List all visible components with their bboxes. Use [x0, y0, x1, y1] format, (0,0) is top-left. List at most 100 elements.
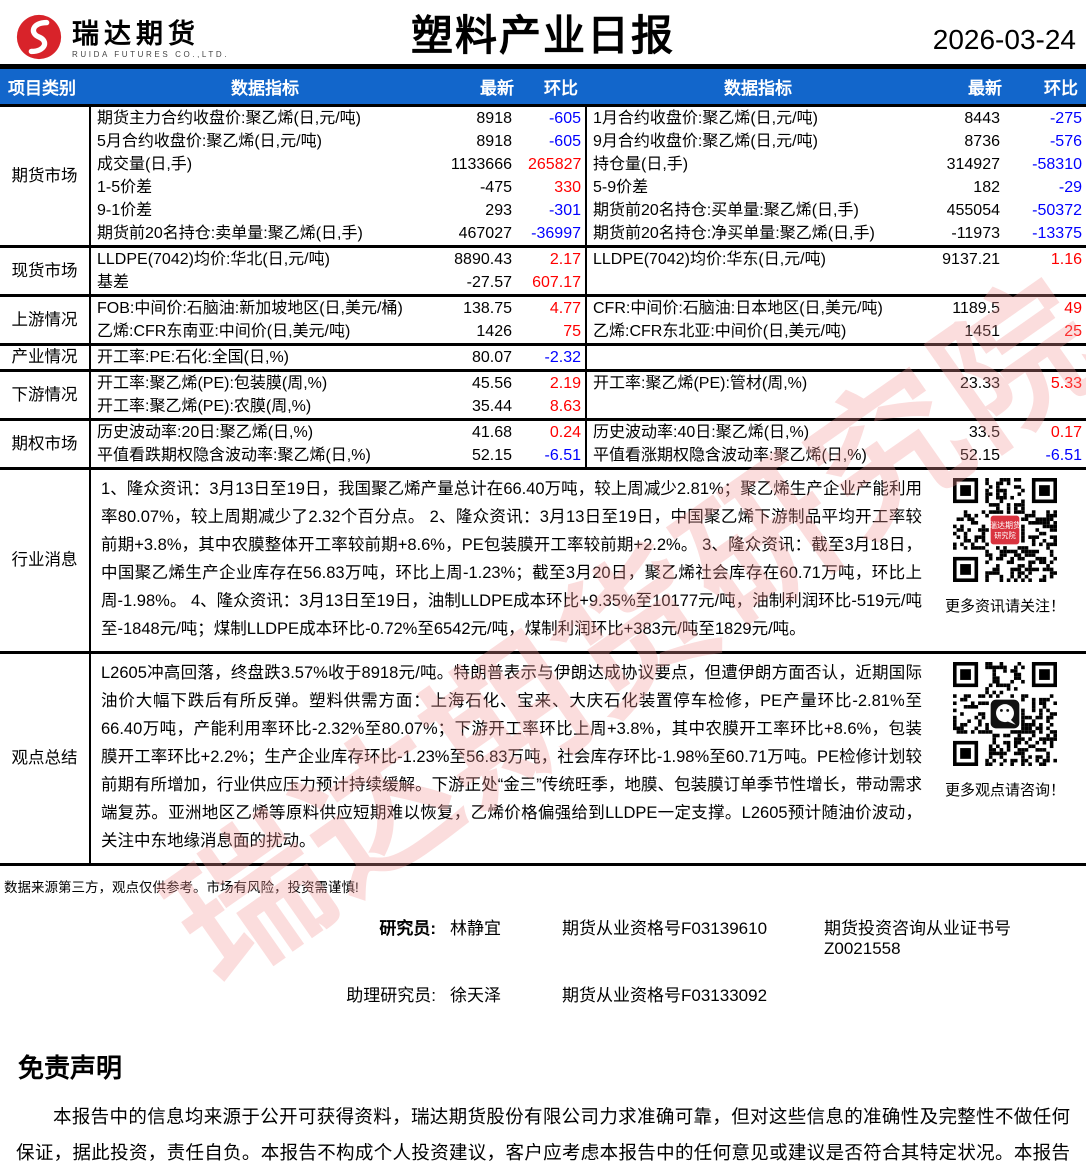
latest-value: -475	[479, 179, 512, 196]
indicator-label: 历史波动率:20日:聚乙烯(日,%)	[90, 418, 440, 444]
change-value: -605	[522, 104, 587, 130]
indicator-label: FOB:中间价:石脑油:新加坡地区(日,美元/桶)	[90, 294, 440, 320]
column-header-latest: 最新	[440, 69, 522, 106]
indicator-label: 9-1价差	[97, 202, 153, 219]
change-value: 75	[522, 320, 587, 345]
latest-value: 138.75	[440, 294, 522, 320]
qr-code-opinion	[953, 662, 1057, 766]
indicator-label: 5月合约收盘价:聚乙烯(日,元/吨)	[97, 133, 322, 150]
change-value: -605	[522, 130, 587, 153]
indicator-label: 1月合约收盘价:聚乙烯(日,元/吨)	[586, 104, 930, 130]
latest-value: 1133666	[450, 156, 512, 173]
column-header-indicator: 数据指标	[90, 69, 440, 106]
researcher-role: 助理研究员:	[346, 986, 436, 1005]
svg-text:研究院: 研究院	[994, 531, 1015, 540]
latest-value: 45.56	[440, 369, 522, 395]
researchers-block: 研究员: 林静宜 期货从业资格号F03139610 期货投资咨询从业证书号Z00215…	[332, 914, 1066, 1006]
table-row: 基差 -27.57 607.17	[0, 271, 1086, 296]
change-value: -58310	[1032, 156, 1082, 173]
category-label: 现货市场	[0, 245, 91, 296]
disclaimer-text: 本报告中的信息均来源于公开可获得资料，瑞达期货股份有限公司力求准确可靠，但对这些…	[16, 1106, 1070, 1163]
category-label: 行业消息	[0, 467, 91, 653]
latest-value: 8918	[440, 104, 522, 130]
latest-value: 8736	[964, 133, 1000, 150]
indicator-label: 成交量(日,手)	[97, 156, 193, 173]
qr-code-news: 瑞达期货研究院	[953, 478, 1057, 582]
table-row: 期货前20名持仓:卖单量:聚乙烯(日,手) 467027 -36997 期货前20名持…	[0, 222, 1086, 247]
page-title: 塑料产业日报	[410, 12, 676, 59]
data-table: 项目类别 数据指标 最新 环比 数据指标 最新 环比 期货市场 期货主力合约收盘价…	[0, 69, 1086, 866]
table-row: 上游情况 FOB:中间价:石脑油:新加坡地区(日,美元/桶) 138.75 4.77 C…	[0, 294, 1086, 345]
researcher-cert2: 期货投资咨询从业证书号Z0021558	[824, 919, 1011, 958]
latest-value	[930, 271, 1010, 296]
qr-caption: 更多资讯请关注！	[944, 598, 1065, 615]
latest-value: 9137.21	[930, 245, 1010, 271]
note-text: 1、隆众资讯：3月13日至19日，我国聚乙烯产量总计在66.40万吨，较上周减少…	[101, 480, 922, 638]
category-label: 下游情况	[0, 369, 91, 420]
table-row: 现货市场 LLDPE(7042)均价:华北(日,元/吨) 8890.43 2.17 LL…	[0, 245, 1086, 296]
latest-value: 23.33	[930, 369, 1010, 395]
change-value: 4.77	[522, 294, 587, 320]
change-value	[1010, 271, 1086, 296]
indicator-label: 期货前20名持仓:净买单量:聚乙烯(日,手)	[593, 225, 875, 242]
category-label: 期权市场	[0, 418, 91, 469]
change-value: 265827	[522, 153, 587, 176]
change-value: 8.63	[522, 395, 587, 420]
indicator-label: 期货前20名持仓:买单量:聚乙烯(日,手)	[593, 202, 859, 219]
table-row: 期货市场 期货主力合约收盘价:聚乙烯(日,元/吨) 8918 -605 1月合约收盘价:…	[0, 104, 1086, 247]
indicator-label: 平值看涨期权隐含波动率:聚乙烯(日,%)	[593, 447, 867, 464]
latest-value: 80.07	[440, 343, 522, 371]
latest-value: 52.15	[959, 447, 1000, 464]
table-row: 开工率:聚乙烯(PE):农膜(周,%) 35.44 8.63	[0, 395, 1086, 420]
change-value: 1.16	[1010, 245, 1086, 271]
change-value: -2.32	[522, 343, 587, 371]
latest-value: 8918	[476, 133, 512, 150]
indicator-label: 期货前20名持仓:卖单量:聚乙烯(日,手)	[97, 225, 363, 242]
table-row: 5月合约收盘价:聚乙烯(日,元/吨) 8918 -605 9月合约收盘价:聚乙烯(日,…	[0, 130, 1086, 153]
table-row: 观点总结 L2605冲高回落，终盘跌3.57%收于8918元/吨。特朗普表示与伊朗…	[0, 651, 1086, 865]
latest-value: -11973	[951, 225, 1000, 242]
category-label: 期货市场	[0, 104, 91, 247]
indicator-label: 平值看跌期权隐含波动率:聚乙烯(日,%)	[97, 447, 371, 464]
qr-caption: 更多观点请咨询！	[944, 782, 1065, 799]
researcher-cert: 期货从业资格号F03139610	[562, 919, 768, 938]
table-row: 期权市场 历史波动率:20日:聚乙烯(日,%) 41.68 0.24 历史波动率:40日…	[0, 418, 1086, 469]
indicator-label: 9月合约收盘价:聚乙烯(日,元/吨)	[593, 133, 818, 150]
researcher-cert: 期货从业资格号F03133092	[562, 986, 768, 1005]
latest-value: 8443	[930, 104, 1010, 130]
indicator-label: 基差	[97, 274, 130, 291]
latest-value: 52.15	[471, 447, 512, 464]
report-date: 2026-03-24	[932, 24, 1076, 55]
report-header: 瑞达期货 RUIDA FUTURES CO.,LTD. 塑料产业日报 2026-…	[0, 0, 1086, 64]
table-row: 成交量(日,手) 1133666 265827 持仓量(日,手) 314927 -5831…	[0, 153, 1086, 176]
change-value: 607.17	[522, 271, 587, 296]
note-cell: 1、隆众资讯：3月13日至19日，我国聚乙烯产量总计在66.40万吨，较上周减少…	[90, 467, 1086, 653]
svg-text:瑞达期货: 瑞达期货	[989, 520, 1021, 530]
category-label: 产业情况	[0, 343, 91, 371]
table-row: 下游情况 开工率:聚乙烯(PE):包装膜(周,%) 45.56 2.19 开工率:聚乙烯…	[0, 369, 1086, 420]
column-header-category: 项目类别	[0, 69, 90, 106]
indicator-label: LLDPE(7042)均价:华东(日,元/吨)	[586, 245, 930, 271]
change-value: -6.51	[522, 444, 587, 469]
company-name-en: RUIDA FUTURES CO.,LTD.	[72, 50, 230, 59]
category-label: 观点总结	[0, 651, 91, 865]
table-row: 产业情况 开工率:PE:石化:全国(日,%) 80.07 -2.32	[0, 343, 1086, 371]
researcher-role: 研究员:	[379, 919, 436, 938]
latest-value: 33.5	[930, 418, 1010, 444]
header-divider	[0, 64, 1086, 69]
qr-block: 更多观点请咨询！	[930, 654, 1086, 807]
company-logo: 瑞达期货 RUIDA FUTURES CO.,LTD.	[14, 12, 229, 67]
change-value	[1010, 395, 1086, 420]
latest-value: 35.44	[471, 398, 512, 415]
indicator-label: 1-5价差	[97, 179, 153, 196]
researcher-name: 林静宜	[450, 919, 501, 938]
latest-value: 1189.5	[930, 294, 1010, 320]
change-value: 2.19	[522, 369, 587, 395]
indicator-label: CFR:中间价:石脑油:日本地区(日,美元/吨)	[586, 294, 930, 320]
change-value: 0.24	[522, 418, 587, 444]
note-cell: L2605冲高回落，终盘跌3.57%收于8918元/吨。特朗普表示与伊朗达成协议…	[90, 651, 1086, 865]
latest-value: 467027	[458, 225, 512, 242]
qr-block: 瑞达期货 研究院更多资讯请关注！	[930, 470, 1086, 623]
disclaimer-title: 免责声明	[18, 1053, 123, 1083]
